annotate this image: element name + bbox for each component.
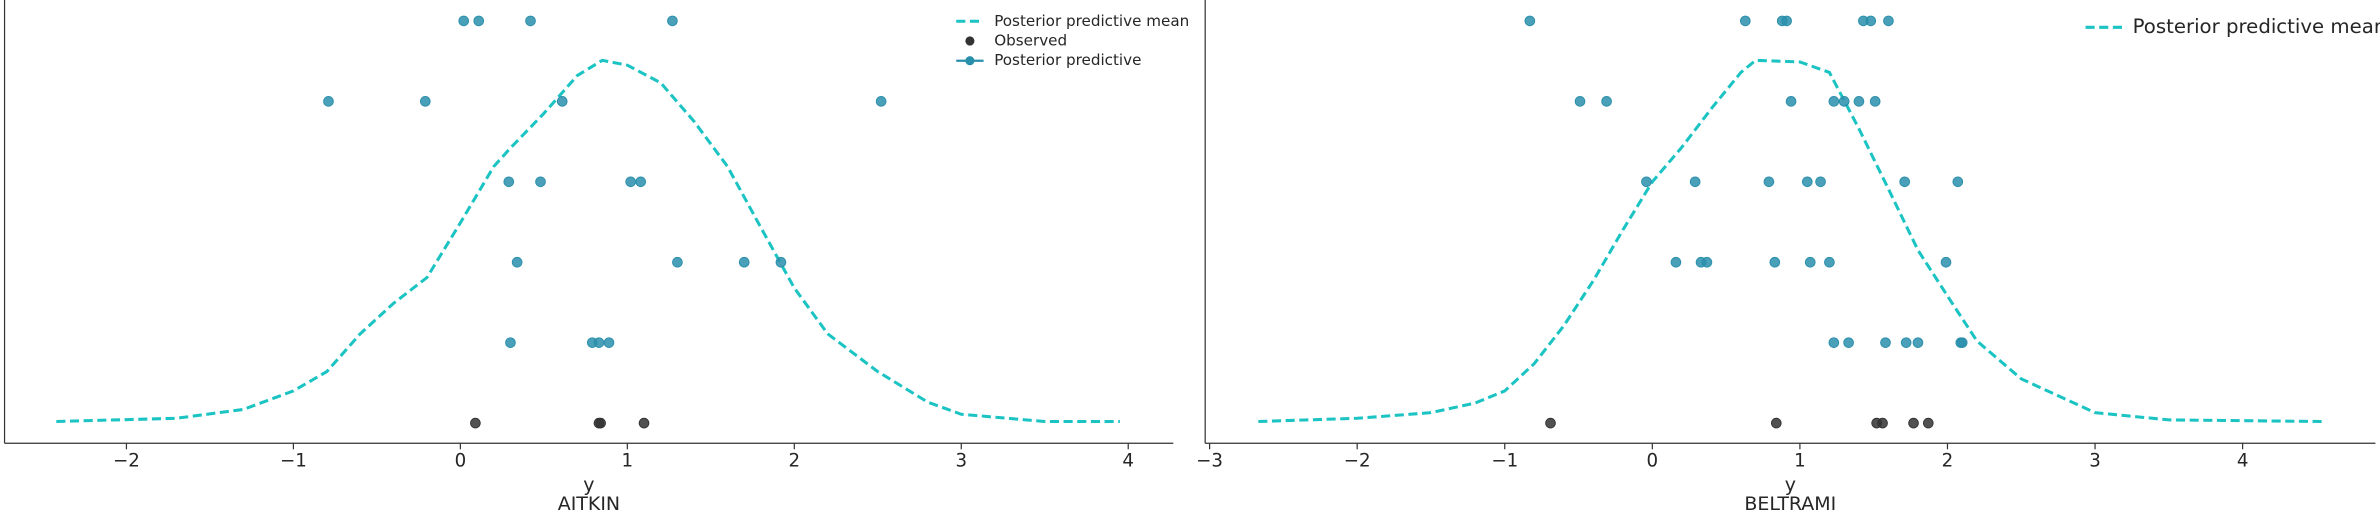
- predictive-point: [1843, 337, 1854, 348]
- legend-label: Posterior predictive: [994, 51, 1141, 69]
- predictive-point: [503, 176, 515, 188]
- predictive-point: [1781, 15, 1792, 27]
- x-tick-label: −1: [280, 450, 307, 471]
- observed-point: [470, 417, 481, 429]
- predictive-point: [1912, 337, 1924, 348]
- legend-label: Posterior predictive mean: [2133, 15, 2380, 38]
- legend-label: Posterior predictive mean: [994, 12, 1189, 30]
- predictive-point: [1769, 256, 1781, 268]
- observed-point: [1770, 417, 1782, 429]
- predictive-point: [1689, 176, 1701, 188]
- observed-point: [638, 417, 650, 429]
- panel-title: BELTRAMI: [1744, 493, 1836, 515]
- predictive-point: [505, 337, 516, 348]
- predictive-point: [1869, 96, 1881, 107]
- x-tick-label: 0: [455, 450, 467, 471]
- x-tick-label: 1: [1794, 450, 1806, 471]
- predictive-point: [1956, 337, 1968, 348]
- predictive-point: [473, 15, 485, 27]
- predictive-point: [1701, 256, 1713, 268]
- predictive-point: [556, 96, 568, 107]
- predictive-point: [1574, 96, 1586, 107]
- predictive-point: [1815, 176, 1826, 188]
- legend-marker: [965, 56, 975, 66]
- predictive-point: [1853, 96, 1865, 107]
- predictive-point: [1804, 256, 1816, 268]
- observed-point: [1545, 417, 1556, 429]
- predictive-point: [1899, 176, 1910, 188]
- observed-point: [1877, 417, 1888, 429]
- predictive-point: [603, 337, 615, 348]
- predictive-point: [667, 15, 678, 27]
- predictive-point: [1670, 256, 1682, 268]
- predictive-point: [738, 256, 750, 268]
- predictive-point: [1763, 176, 1775, 188]
- predictive-point: [1883, 15, 1894, 27]
- x-tick-label: −1: [1491, 450, 1518, 471]
- predictive-point: [1801, 176, 1813, 188]
- predictive-point: [419, 96, 431, 107]
- predictive-point: [1900, 337, 1912, 348]
- x-tick-label: −3: [1196, 450, 1223, 471]
- predictive-point: [625, 176, 636, 188]
- predictive-point: [1828, 96, 1840, 107]
- predictive-point: [525, 15, 536, 27]
- predictive-point: [1601, 96, 1612, 107]
- x-tick-label: 4: [1122, 450, 1134, 471]
- predictive-point: [1785, 96, 1797, 107]
- predictive-point: [593, 337, 605, 348]
- x-tick-label: 4: [2237, 450, 2249, 471]
- predictive-point: [672, 256, 683, 268]
- predictive-point: [1828, 337, 1840, 348]
- predictive-point: [875, 96, 887, 107]
- legend-marker: [965, 36, 975, 46]
- predictive-point: [1824, 256, 1835, 268]
- predictive-point: [635, 176, 646, 188]
- x-tick-label: 3: [2089, 450, 2101, 471]
- x-tick-label: −2: [1344, 450, 1371, 471]
- x-tick-label: 3: [955, 450, 967, 471]
- observed-point: [1922, 417, 1934, 429]
- predictive-point: [1739, 15, 1751, 27]
- predictive-point: [1952, 176, 1964, 188]
- predictive-point: [1865, 15, 1877, 27]
- predictive-point: [1524, 15, 1536, 27]
- predictive-point: [458, 15, 470, 27]
- legend-label: Observed: [994, 31, 1067, 49]
- x-axis-label: y: [1785, 474, 1796, 496]
- x-tick-label: 2: [1942, 450, 1954, 471]
- mean-curve: [1258, 58, 2323, 424]
- predictive-point: [1880, 337, 1891, 348]
- predictive-point: [1838, 96, 1850, 107]
- x-axis-label: y: [583, 474, 594, 496]
- predictive-point: [511, 256, 523, 268]
- observed-point: [1908, 417, 1919, 429]
- predictive-point: [535, 176, 546, 188]
- x-tick-label: 1: [622, 450, 634, 471]
- x-tick-label: 0: [1647, 450, 1659, 471]
- predictive-point: [323, 96, 334, 107]
- predictive-point: [1940, 256, 1952, 268]
- predictive-point: [775, 256, 787, 268]
- x-tick-label: −2: [113, 450, 140, 471]
- x-tick-label: 2: [788, 450, 800, 471]
- predictive-point: [1641, 176, 1652, 188]
- panel-title: AITKIN: [558, 493, 620, 515]
- mean-curve: [56, 58, 1120, 424]
- observed-point: [595, 417, 606, 429]
